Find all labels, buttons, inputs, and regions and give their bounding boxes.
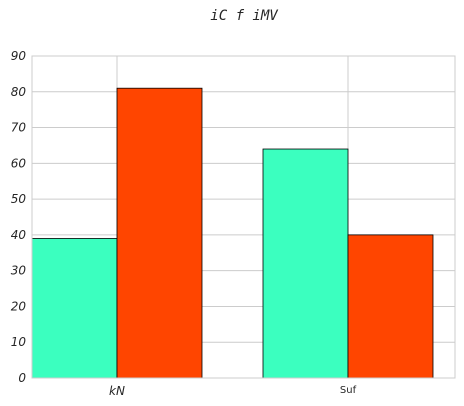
- y-tick-label: 20: [11, 299, 27, 313]
- bar-suf-series-1: [262, 148, 349, 379]
- bar-kn-series-2: [116, 87, 203, 379]
- y-tick-label: 50: [11, 192, 27, 206]
- y-tick-label: 60: [11, 156, 27, 170]
- y-tick-label: 70: [11, 121, 27, 135]
- bar-suf-series-2: [347, 234, 434, 379]
- plot-frame: [31, 55, 456, 379]
- y-tick-label: 40: [11, 228, 27, 242]
- y-tick-label: 0: [18, 371, 26, 385]
- x-tick-label: Suf: [340, 385, 357, 396]
- x-tick-label: kN: [109, 384, 125, 398]
- y-tick-label: 10: [11, 335, 27, 349]
- chart-title: iC f iMV: [210, 8, 279, 24]
- y-axis-ticks: 0 10 20 30 40 50 60 70 80 90: [11, 49, 27, 385]
- bars: [31, 87, 434, 379]
- x-axis-ticks: kN Suf: [109, 384, 357, 398]
- y-tick-label: 90: [11, 49, 27, 63]
- y-tick-label: 30: [11, 264, 27, 278]
- bar-kn-series-1: [31, 238, 118, 379]
- y-tick-label: 80: [11, 85, 27, 99]
